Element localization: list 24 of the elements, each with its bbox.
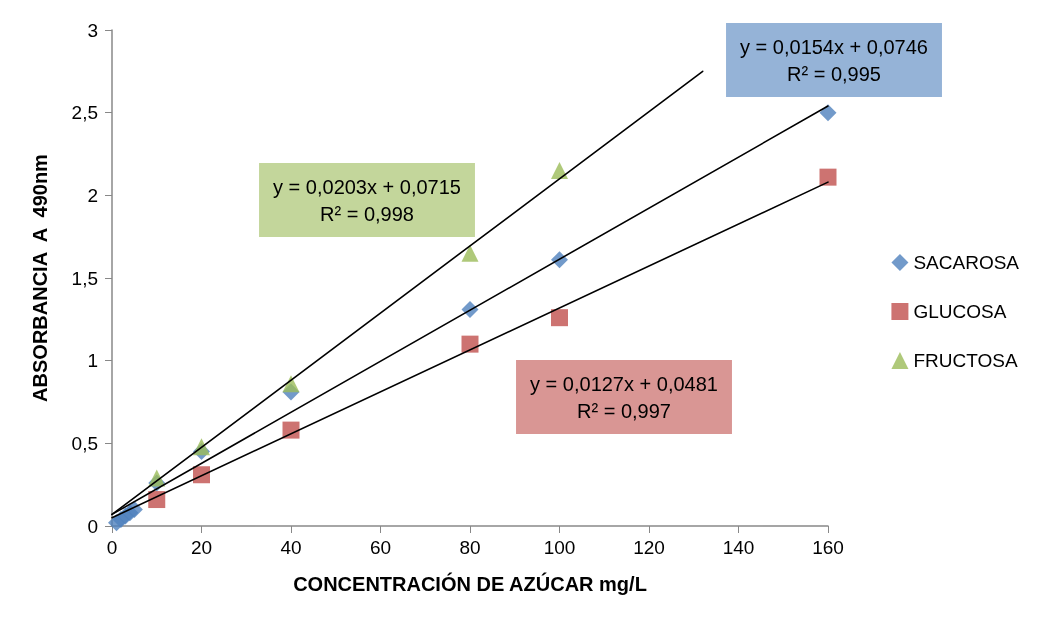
x-tick-label: 0 <box>106 537 118 558</box>
x-tick-label: 140 <box>722 537 755 558</box>
y-tick-label: 1 <box>87 350 98 372</box>
legend-label: FRUCTOSA <box>913 350 1018 371</box>
legend-label: GLUCOSA <box>913 301 1007 322</box>
x-tick-label: 100 <box>543 537 576 558</box>
x-tick-label: 60 <box>369 537 392 558</box>
y-tick-label: 2,5 <box>71 102 98 124</box>
y-tick-label: 2 <box>87 184 98 206</box>
legend-label: SACAROSA <box>913 252 1020 273</box>
y-axis-title: ABSORBANCIA A 490nm <box>29 154 51 402</box>
x-tick-label: 20 <box>190 537 213 558</box>
x-axis-title: CONCENTRACIÓN DE AZÚCAR mg/L <box>293 572 647 595</box>
x-tick-label: 40 <box>280 537 302 558</box>
y-tick-label: 0 <box>87 515 98 537</box>
y-tick-label: 0,5 <box>71 432 98 454</box>
x-tick-label: 120 <box>633 537 665 558</box>
y-tick-label: 1,5 <box>71 267 98 289</box>
annotation: y = 0,0203x + 0,0715 R² = 0,998 <box>273 175 461 225</box>
y-tick-label: 3 <box>87 19 98 41</box>
x-tick-label: 160 <box>812 537 844 558</box>
annotation: y = 0,0127x + 0,0481 R² = 0,997 <box>530 372 718 422</box>
annotation: y = 0,0154x + 0,0746 R² = 0,995 <box>740 35 928 85</box>
x-tick-label: 80 <box>459 537 481 558</box>
